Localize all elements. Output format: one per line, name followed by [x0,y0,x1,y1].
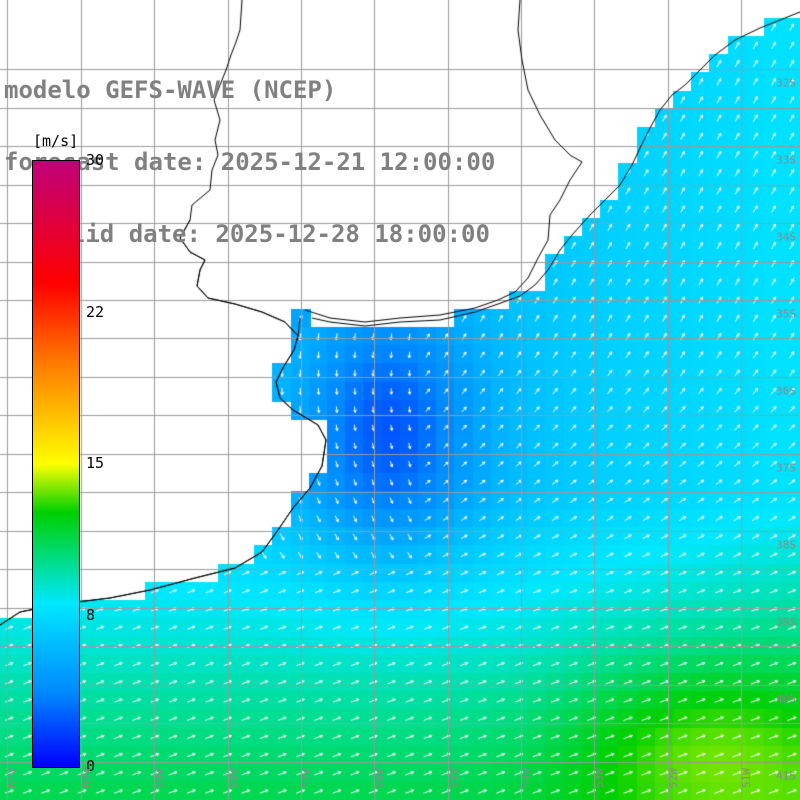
latitude-label: 38S [776,538,796,552]
latitude-label: 36S [776,384,796,398]
longitude-label: 56W [373,768,387,788]
latitude-label: 39S [776,615,796,629]
longitude-label: 59W [153,768,167,788]
latitude-label: 41S [776,769,796,783]
colorbar-tick-label: 8 [86,605,96,624]
longitude-label: 58W [226,768,240,788]
latitude-label: 35S [776,307,796,321]
longitude-label: 53W [593,768,607,788]
longitude-label: 51W [740,768,754,788]
colorbar-tick-label: 0 [86,757,96,775]
colorbar-gradient [33,161,79,767]
model-title: modelo GEFS-WAVE (NCEP) [4,76,337,104]
colorbar [32,160,80,768]
latitude-label: 34S [776,230,796,244]
latitude-label: 40S [776,692,796,706]
longitude-label: 52W [666,768,680,788]
colorbar-tick-label: 15 [86,454,105,472]
longitude-label: 57W [299,768,313,788]
longitude-label: 61W [6,768,20,788]
longitude-label: 55W [446,768,460,788]
latitude-label: 37S [776,461,796,475]
colorbar-tick-label: 30 [86,151,105,169]
colorbar-tick-label: 22 [86,302,105,321]
longitude-label: 54W [520,768,534,788]
latitude-label: 32S [776,76,796,90]
latitude-label: 33S [776,153,796,167]
longitude-label: 60W [79,768,93,788]
colorbar-unit-label: [m/s] [33,132,79,150]
